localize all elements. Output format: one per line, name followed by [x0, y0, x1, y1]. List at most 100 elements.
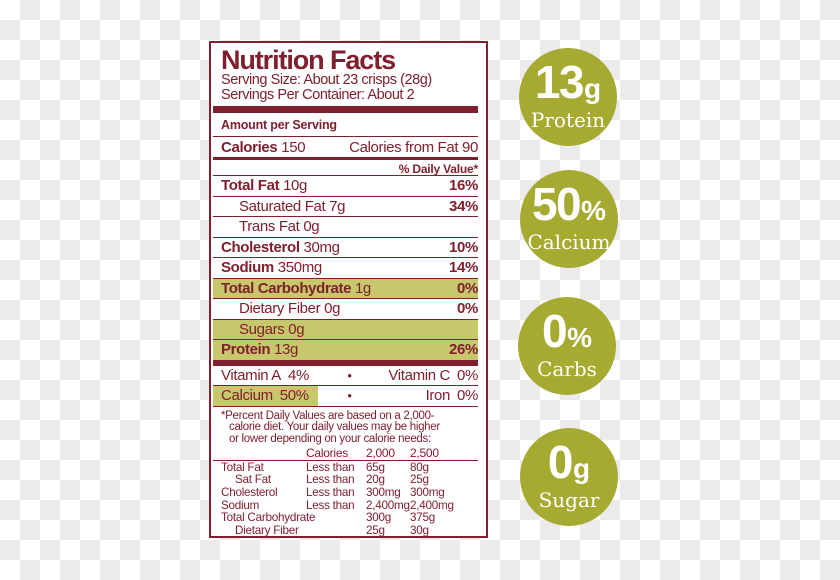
servings-per-container-text: Servings Per Container: About 2 — [221, 87, 415, 103]
badge-unit: % — [567, 322, 592, 353]
nutrient-name-amount: Saturated Fat 7g — [239, 197, 346, 215]
micronutrient-left-value: 4% — [287, 366, 309, 384]
nutrient-amount: 0g — [324, 300, 341, 318]
footnote-table-row: Total Carbohydrate 300g 375g — [221, 512, 478, 525]
nutrient-row: Total Carbohydrate 1g 0% — [213, 278, 478, 299]
badge-label: Calcium — [527, 230, 611, 254]
nutrient-name-amount: Total Carbohydrate 1g — [221, 280, 371, 297]
footnote-row-qualifier: Less than — [306, 460, 355, 474]
micronutrient-rows: Vitamin A 4% • Vitamin C 0% Calcium 50% • I… — [213, 366, 478, 407]
nutrient-badge: 13 g Protein — [519, 48, 617, 146]
thick-divider-bottom — [213, 359, 478, 366]
footnote-row-2000-value: 25g — [366, 523, 385, 537]
badge-number: 13 g — [534, 56, 602, 109]
footnote-table-row: Cholesterol Less than 300mg 300mg — [221, 486, 478, 500]
badge-number: 50% — [532, 181, 607, 231]
nutrient-row: Protein 13g 26% — [213, 340, 478, 360]
footnote-row-qualifier: Less than — [306, 498, 355, 512]
nutrient-row: Trans Fat 0g — [213, 217, 478, 238]
footnote-row-2000-value: 20g — [366, 473, 385, 487]
nutrient-row: Cholesterol 30mg 10% — [213, 238, 478, 258]
nutrient-daily-value: 14% — [449, 259, 478, 277]
footnote-table-row: Dietary Fiber 25g 30g — [221, 523, 478, 537]
nutrient-name-amount: Sodium 350mg — [221, 259, 322, 276]
nutrient-name: Total Carbohydrate — [221, 279, 352, 297]
footnote-row-2500-value: 300mg — [410, 486, 445, 500]
micronutrient-row: Vitamin A 4% • Vitamin C 0% — [213, 366, 479, 386]
footnote-row-name: Total Carbohydrate — [221, 511, 316, 525]
calories-label: Calories — [221, 139, 278, 156]
calories-from-fat-label: Calories from Fat — [349, 139, 459, 156]
medium-divider — [213, 157, 478, 160]
hairline-divider — [213, 459, 478, 461]
nutrient-amount: 7g — [329, 197, 346, 215]
footnote-line: or lower depending on your calorie needs… — [229, 433, 431, 446]
badge-number: 0% — [542, 305, 592, 358]
badge-value: 13 — [534, 56, 585, 108]
nutrient-badge: 0% Carbs — [518, 297, 616, 395]
nutrition-facts-label: Nutrition Facts Serving Size: About 23 c… — [209, 41, 488, 538]
nutrient-daily-value: 0% — [457, 279, 478, 297]
footnote-row-name: Cholesterol — [221, 486, 278, 500]
nutrient-name: Protein — [221, 341, 271, 359]
nutrient-rows: Total Fat 10g 16% Saturated Fat 7g 34% T… — [213, 176, 478, 360]
daily-value-header: % Daily Value* — [398, 162, 478, 176]
footnote-row-name: Sodium — [221, 498, 260, 512]
micronutrient-right-value: 0% — [457, 366, 479, 384]
daily-value-footnote: *Percent Daily Values are based on a 2,0… — [221, 407, 478, 447]
nutrient-row: Saturated Fat 7g 34% — [213, 197, 478, 217]
footnote-table-row: Sodium Less than 2,400mg 2,400mg — [221, 498, 478, 513]
footnote-table-row: Total Fat Less than 65g 80g — [221, 460, 478, 475]
footnote-row-name: Dietary Fiber — [235, 523, 299, 537]
footnote-row-2500-value: 80g — [410, 460, 429, 474]
nutrient-daily-value: 34% — [449, 197, 478, 215]
footnote-table-row: Sat Fat Less than 20g 25g — [221, 474, 478, 487]
footnote-row-qualifier: Less than — [306, 486, 355, 500]
micronutrient-left-name: Calcium — [221, 387, 273, 405]
bullet-separator: • — [347, 367, 352, 383]
footnote-row-2000-value: 300g — [366, 511, 392, 525]
badge-label: Sugar — [538, 488, 600, 512]
footnote-table-header: Calories 2,000 2,500 — [221, 447, 478, 460]
footnote-row-qualifier — [306, 512, 366, 525]
footnote-row-2500-value: 375g — [410, 511, 436, 525]
serving-size-text: Serving Size: About 23 crisps (28g) — [221, 72, 432, 88]
footnote-row-2500-value: 25g — [410, 473, 429, 487]
micronutrient-right: Iron 0% — [352, 386, 479, 406]
bullet-separator: • — [347, 388, 352, 404]
footnote-row-2500-value: 30g — [410, 523, 429, 537]
nutrient-amount: 0g — [303, 218, 320, 236]
nutrient-name: Trans Fat — [239, 218, 300, 236]
footnote-row-2000-value: 2,400mg — [366, 498, 410, 512]
nutrient-row: Sodium 350mg 14% — [213, 258, 478, 279]
nutrient-name-amount: Trans Fat 0g — [239, 218, 320, 236]
nutrient-amount: 1g — [354, 279, 371, 297]
footnote-line: calorie diet. Your daily values may be h… — [229, 421, 440, 434]
footnote-table: Total Fat Less than 65g 80g Sat Fat Less… — [221, 460, 478, 537]
nutrient-name-amount: Total Fat 10g — [221, 177, 307, 194]
calories-left: Calories 150 — [221, 139, 306, 156]
thick-divider-top — [213, 106, 478, 113]
label-title: Nutrition Facts — [221, 45, 396, 75]
nutrient-name: Sodium — [221, 259, 274, 277]
nutrient-row: Dietary Fiber 0g 0% — [213, 299, 478, 320]
micronutrient-left: Vitamin A 4% — [213, 366, 318, 386]
nutrient-amount: 30mg — [303, 238, 340, 256]
nutrient-name-amount: Protein 13g — [221, 341, 298, 358]
nutrient-name: Sugars — [239, 320, 285, 338]
nutrient-daily-value: 10% — [449, 238, 478, 256]
nutrient-name-amount: Sugars 0g — [239, 320, 305, 338]
nutrient-name-amount: Dietary Fiber 0g — [239, 300, 340, 317]
badge-unit: g — [584, 73, 602, 104]
badge-unit: % — [581, 195, 607, 226]
calories-value: 150 — [281, 139, 306, 156]
micronutrient-right-value: 0% — [457, 387, 479, 405]
hairline-divider — [213, 136, 478, 137]
nutrient-name-amount: Cholesterol 30mg — [221, 239, 340, 256]
nutrient-row: Sugars 0g — [213, 319, 478, 340]
badge-value: 0 — [542, 305, 568, 357]
nutrient-amount: 10g — [283, 177, 308, 195]
micronutrient-row: Calcium 50% • Iron 0% — [213, 386, 478, 407]
